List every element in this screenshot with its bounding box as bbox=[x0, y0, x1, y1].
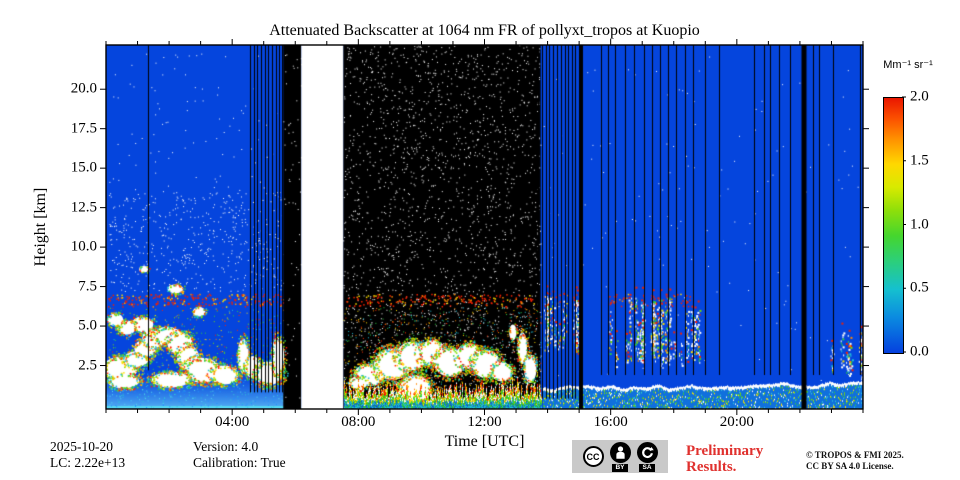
footer-lidar-constant: LC: 2.22e+13 bbox=[50, 455, 126, 470]
footer-calibration: Calibration: True bbox=[193, 455, 286, 470]
y-axis-label: Height [km] bbox=[32, 187, 49, 267]
cc-sa-label: SA bbox=[639, 463, 655, 472]
y-tick-label: 20.0 bbox=[70, 80, 97, 97]
y-tick-label: 12.5 bbox=[70, 199, 97, 216]
cc-sa-sharealike-icon bbox=[636, 441, 658, 463]
colorbar bbox=[883, 97, 904, 354]
y-tick-label: 2.5 bbox=[78, 357, 97, 374]
colorbar-tick-label: 0.0 bbox=[910, 343, 929, 360]
x-axis-label: Time [UTC] bbox=[444, 433, 525, 450]
colorbar-tick-label: 0.5 bbox=[910, 279, 929, 296]
preliminary-results-note: Preliminary Results. bbox=[686, 443, 764, 475]
footer-date: 2025-10-20 bbox=[50, 439, 113, 454]
colorbar-tick-label: 2.0 bbox=[910, 88, 929, 105]
y-tick-label: 7.5 bbox=[78, 278, 97, 295]
cc-by: BY bbox=[609, 441, 631, 472]
copyright-note: © TROPOS & FMI 2025. CC BY SA 4.0 Licens… bbox=[806, 450, 904, 471]
footer-version: Version: 4.0 bbox=[193, 439, 259, 454]
x-tick-label: 08:00 bbox=[341, 414, 376, 430]
backscatter-heatmap bbox=[106, 45, 863, 409]
y-tick-label: 5.0 bbox=[78, 317, 97, 334]
x-tick-label: 20:00 bbox=[719, 414, 754, 430]
colorbar-tick-label: 1.5 bbox=[910, 152, 929, 169]
plot-title: Attenuated Backscatter at 1064 nm FR of … bbox=[269, 22, 700, 39]
cc-logo: CC bbox=[582, 446, 604, 467]
y-tick-label: 10.0 bbox=[70, 238, 97, 255]
x-tick-label: 04:00 bbox=[215, 414, 250, 430]
cc-by-label: BY bbox=[612, 463, 628, 472]
y-tick-label: 15.0 bbox=[70, 159, 97, 176]
colorbar-unit-label: Mm⁻¹ sr⁻¹ bbox=[883, 59, 933, 71]
cc-sa: SA bbox=[636, 441, 658, 472]
cc-by-person-icon bbox=[609, 441, 631, 463]
x-tick-label: 12:00 bbox=[467, 414, 502, 430]
colorbar-tick-label: 1.0 bbox=[910, 216, 929, 232]
cc-license-badge: CC BY SA bbox=[572, 440, 668, 473]
x-tick-label: 16:00 bbox=[593, 414, 628, 430]
cc-icon: CC bbox=[582, 446, 604, 467]
y-tick-label: 17.5 bbox=[70, 120, 97, 137]
